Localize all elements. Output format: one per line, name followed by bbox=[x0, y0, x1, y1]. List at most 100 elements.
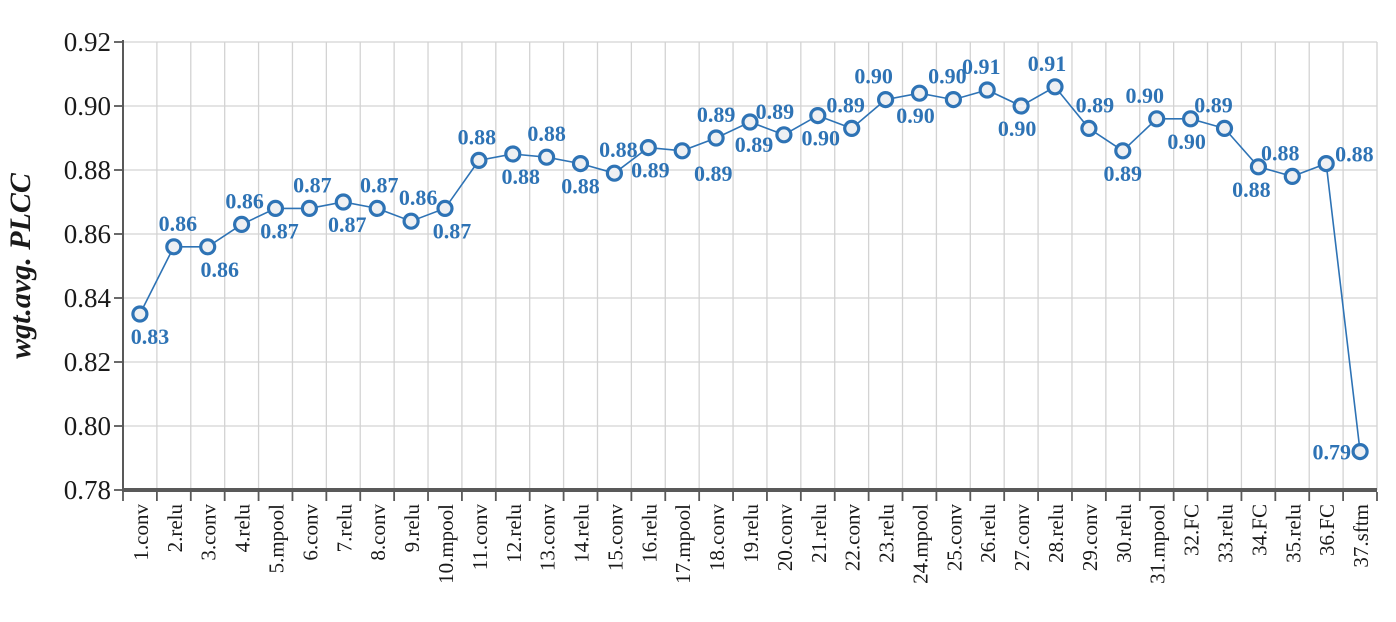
data-labels: 0.830.860.860.860.870.870.870.870.860.87… bbox=[131, 51, 1374, 465]
x-tick-label: 34.FC bbox=[1247, 504, 1271, 556]
data-point-marker bbox=[165, 238, 183, 256]
x-tick-label: 32.FC bbox=[1180, 504, 1204, 556]
grid-lines bbox=[123, 41, 1378, 490]
data-point-value-label: 0.87 bbox=[293, 172, 332, 197]
x-tick-label: 6.conv bbox=[298, 504, 322, 561]
y-tick-label: 0.86 bbox=[64, 219, 111, 249]
data-point-marker bbox=[978, 81, 996, 99]
data-point-value-label: 0.90 bbox=[998, 116, 1037, 141]
data-series bbox=[131, 78, 1369, 461]
data-point-value-label: 0.89 bbox=[1076, 92, 1115, 117]
x-tick-label: 23.relu bbox=[875, 504, 899, 563]
x-tick-label: 22.conv bbox=[841, 504, 865, 572]
data-point-value-label: 0.88 bbox=[599, 137, 638, 162]
x-tick-label: 24.mpool bbox=[908, 504, 932, 584]
data-point-value-label: 0.83 bbox=[131, 324, 170, 349]
data-point-value-label: 0.89 bbox=[694, 161, 733, 186]
data-point-marker bbox=[1351, 443, 1369, 461]
x-tick-label: 10.mpool bbox=[434, 504, 458, 584]
x-tick-label: 15.conv bbox=[603, 504, 627, 572]
data-point-marker bbox=[673, 142, 691, 160]
data-point-marker bbox=[910, 84, 929, 102]
x-tick-label: 5.mpool bbox=[265, 504, 289, 574]
data-point-marker bbox=[1012, 97, 1030, 115]
data-point-value-label: 0.90 bbox=[1125, 83, 1164, 108]
data-point-marker bbox=[368, 199, 386, 217]
data-point-marker bbox=[131, 305, 149, 323]
x-tick-label: 20.conv bbox=[773, 504, 797, 572]
data-point-marker bbox=[1283, 167, 1301, 185]
data-point-marker bbox=[809, 106, 827, 125]
x-tick-label: 8.conv bbox=[366, 504, 390, 561]
data-point-value-label: 0.88 bbox=[1232, 177, 1271, 202]
y-tick-label: 0.90 bbox=[64, 91, 111, 121]
data-point-marker bbox=[436, 199, 454, 217]
x-tick-label: 31.mpool bbox=[1146, 504, 1170, 584]
data-point-value-label: 0.89 bbox=[826, 92, 865, 117]
data-point-value-label: 0.86 bbox=[225, 188, 264, 213]
data-point-value-label: 0.89 bbox=[756, 99, 795, 124]
x-tick-label: 11.conv bbox=[468, 504, 492, 571]
data-point-value-label: 0.88 bbox=[458, 124, 497, 149]
data-point-marker bbox=[1181, 110, 1200, 128]
data-point-value-label: 0.90 bbox=[854, 64, 893, 89]
data-point-value-label: 0.87 bbox=[260, 218, 299, 243]
data-point-value-label: 0.86 bbox=[200, 257, 239, 282]
data-point-value-label: 0.86 bbox=[159, 211, 198, 236]
y-tick-label: 0.80 bbox=[64, 411, 111, 441]
y-tick-label: 0.88 bbox=[64, 155, 111, 185]
x-tick-label: 1.conv bbox=[129, 504, 153, 561]
data-point-value-label: 0.89 bbox=[697, 102, 736, 127]
data-point-marker bbox=[741, 113, 759, 131]
x-tick-label: 30.relu bbox=[1112, 504, 1136, 563]
x-tick-label: 33.relu bbox=[1213, 504, 1237, 563]
x-tick-label: 4.relu bbox=[231, 504, 255, 553]
data-point-marker bbox=[504, 145, 522, 163]
y-tick-label: 0.84 bbox=[64, 283, 112, 313]
x-tick-label: 25.conv bbox=[942, 504, 966, 572]
data-point-value-label: 0.89 bbox=[1104, 161, 1143, 186]
data-point-marker bbox=[537, 148, 556, 166]
y-tick-label: 0.82 bbox=[64, 347, 111, 377]
data-point-value-label: 0.91 bbox=[1028, 51, 1067, 76]
x-tick-label: 7.relu bbox=[332, 504, 356, 553]
data-point-marker bbox=[233, 215, 251, 233]
y-axis-title: wgt.avg. PLCC bbox=[4, 172, 37, 359]
data-point-marker bbox=[402, 212, 420, 230]
x-tick-label: 27.conv bbox=[1010, 504, 1034, 572]
data-point-value-label: 0.79 bbox=[1313, 440, 1352, 465]
data-point-marker bbox=[1249, 158, 1268, 176]
x-tick-label: 17.mpool bbox=[671, 504, 695, 584]
x-tick-label: 21.relu bbox=[807, 504, 831, 563]
axes: 0.78 0.80 0.82 0.84 0.86 0.88 0.90 0.92 1.conv 2.… bbox=[64, 27, 1378, 584]
data-point-marker bbox=[1317, 155, 1335, 173]
data-point-marker bbox=[605, 164, 624, 182]
data-point-marker bbox=[876, 90, 895, 109]
data-point-value-label: 0.87 bbox=[433, 218, 472, 243]
data-point-marker bbox=[944, 90, 963, 109]
x-tick-label: 19.relu bbox=[739, 504, 763, 563]
data-point-marker bbox=[639, 139, 657, 157]
data-point-marker bbox=[300, 199, 318, 217]
data-point-value-label: 0.90 bbox=[896, 103, 935, 128]
data-point-value-label: 0.90 bbox=[928, 64, 967, 89]
x-tick-label: 3.conv bbox=[197, 504, 221, 561]
y-tick-label: 0.78 bbox=[64, 475, 111, 505]
data-point-marker bbox=[775, 126, 793, 144]
y-tick-label: 0.92 bbox=[64, 27, 111, 57]
data-point-marker bbox=[1215, 119, 1234, 137]
data-point-value-label: 0.89 bbox=[1194, 92, 1233, 117]
x-tick-label: 28.relu bbox=[1044, 504, 1068, 563]
x-tick-label: 35.relu bbox=[1281, 504, 1305, 563]
data-point-value-label: 0.88 bbox=[1261, 140, 1300, 165]
data-point-value-label: 0.90 bbox=[802, 126, 841, 151]
x-tick-label: 9.relu bbox=[400, 504, 424, 553]
x-tick-label: 26.relu bbox=[976, 504, 1000, 563]
data-point-marker bbox=[199, 238, 217, 256]
data-point-marker bbox=[266, 199, 285, 217]
data-point-marker bbox=[1046, 78, 1064, 96]
x-tick-label: 13.conv bbox=[536, 504, 560, 572]
x-tick-label: 16.relu bbox=[637, 504, 661, 563]
data-point-value-label: 0.88 bbox=[527, 121, 566, 146]
